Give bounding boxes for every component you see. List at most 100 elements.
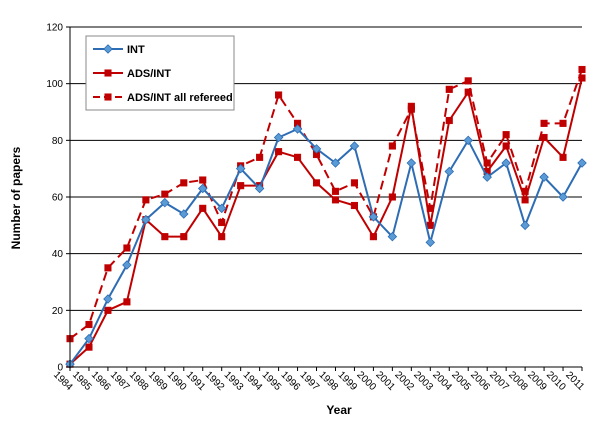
point-0-1990 [179, 209, 189, 219]
point-0-2007 [501, 158, 511, 168]
point-2-2005 [464, 77, 472, 85]
point-2-1988 [142, 196, 150, 204]
legend-marker-1 [104, 69, 112, 77]
point-2-1989 [161, 190, 169, 198]
point-1-1989 [161, 233, 169, 241]
point-0-2010 [558, 192, 568, 202]
x-tick-label-1987: 1987 [108, 369, 132, 393]
point-0-1993 [235, 163, 246, 174]
point-1-1996 [294, 153, 302, 161]
point-1-2010 [559, 153, 567, 161]
point-1-1987 [123, 298, 131, 306]
y-tick-label-40: 40 [52, 249, 64, 260]
point-1-1992 [218, 233, 226, 241]
x-tick-label-2011: 2011 [563, 370, 586, 393]
x-axis-title: Year [326, 403, 352, 417]
point-1-1998 [331, 196, 340, 204]
point-1-1985 [85, 343, 93, 351]
point-2-2006 [483, 159, 491, 167]
point-2-1990 [180, 179, 188, 187]
x-tick-label-1990: 1990 [165, 369, 189, 393]
point-1-2005 [464, 88, 472, 96]
point-0-1995 [273, 132, 284, 143]
point-2-1998 [331, 187, 340, 195]
x-tick-label-1985: 1985 [70, 369, 94, 393]
series-layer [65, 65, 587, 369]
x-tick-label-1992: 1992 [203, 369, 227, 393]
point-2-2010 [559, 119, 567, 127]
point-0-1999 [349, 141, 360, 151]
x-tick-label-2007: 2007 [487, 369, 511, 393]
point-2-1994 [256, 153, 264, 161]
point-1-1991 [199, 204, 207, 212]
x-tick-label-2003: 2003 [411, 369, 435, 393]
point-2-1999 [350, 179, 358, 187]
point-0-2011 [577, 158, 587, 168]
series-line-0 [69, 128, 583, 365]
point-1-2009 [540, 133, 548, 142]
y-tick-label-100: 100 [46, 79, 63, 90]
y-tick-label-20: 20 [52, 306, 64, 317]
x-tick-labels: 1984198519861987198819891990199119921993… [51, 369, 587, 393]
axes [66, 26, 583, 371]
x-tick-label-1995: 1995 [260, 369, 284, 393]
point-1-1999 [350, 201, 358, 210]
point-0-1997 [311, 144, 322, 154]
x-tick-label-1997: 1997 [298, 369, 322, 393]
point-2-1985 [85, 320, 93, 329]
x-tick-label-1989: 1989 [146, 369, 170, 393]
y-axis-title: Number of papers [9, 146, 23, 249]
point-0-1996 [292, 124, 303, 134]
point-1-2000 [369, 233, 377, 241]
point-1-2002 [407, 102, 415, 110]
x-tick-label-1996: 1996 [279, 369, 303, 393]
y-tick-label-60: 60 [52, 193, 64, 204]
point-1-1997 [312, 179, 321, 187]
x-tick-label-2001: 2001 [373, 369, 397, 393]
point-2-2009 [540, 119, 548, 127]
point-1-2003 [426, 221, 434, 229]
point-2-2007 [502, 131, 510, 139]
point-0-1989 [160, 197, 170, 208]
x-tick-label-2002: 2002 [392, 369, 416, 393]
point-0-2001 [387, 231, 398, 242]
point-0-1994 [254, 183, 265, 194]
point-2-2011 [578, 65, 586, 74]
x-tick-label-1991: 1991 [184, 369, 208, 393]
point-0-1992 [216, 203, 227, 214]
x-tick-label-1993: 1993 [222, 369, 246, 393]
point-1-2004 [445, 116, 453, 125]
legend-label-0: INT [127, 44, 145, 56]
x-tick-label-1988: 1988 [127, 369, 151, 393]
point-2-2001 [388, 142, 396, 150]
point-1-1986 [104, 306, 112, 314]
y-tick-labels: 0 20 40 60 80 100 120 [46, 23, 63, 374]
legend-label-2: ADS/INT all refereed [127, 92, 233, 104]
x-tick-label-2010: 2010 [544, 369, 568, 393]
y-tick-label-120: 120 [46, 23, 63, 34]
point-0-2008 [520, 220, 530, 231]
point-2-1987 [123, 244, 131, 252]
point-1-1993 [237, 182, 245, 190]
x-tick-label-1986: 1986 [89, 369, 113, 393]
x-tick-label-1998: 1998 [316, 369, 340, 393]
point-0-1991 [197, 183, 208, 194]
point-1-1995 [275, 148, 283, 156]
y-tick-label-0: 0 [57, 363, 63, 374]
x-tick-label-2004: 2004 [430, 369, 454, 393]
legend-marker-2 [104, 93, 112, 101]
point-2-1991 [199, 176, 207, 184]
x-tick-label-2008: 2008 [506, 369, 530, 393]
series-line-1 [69, 77, 583, 365]
point-1-2007 [502, 142, 510, 150]
x-tick-label-2005: 2005 [449, 369, 473, 393]
x-tick-label-1994: 1994 [241, 369, 265, 393]
point-0-1988 [141, 214, 151, 225]
x-tick-label-1999: 1999 [335, 369, 359, 393]
point-0-2005 [463, 135, 473, 146]
point-0-1986 [103, 294, 113, 304]
legend-label-1: ADS/INT [127, 68, 171, 80]
point-0-2000 [368, 212, 379, 222]
point-0-2006 [482, 172, 492, 182]
